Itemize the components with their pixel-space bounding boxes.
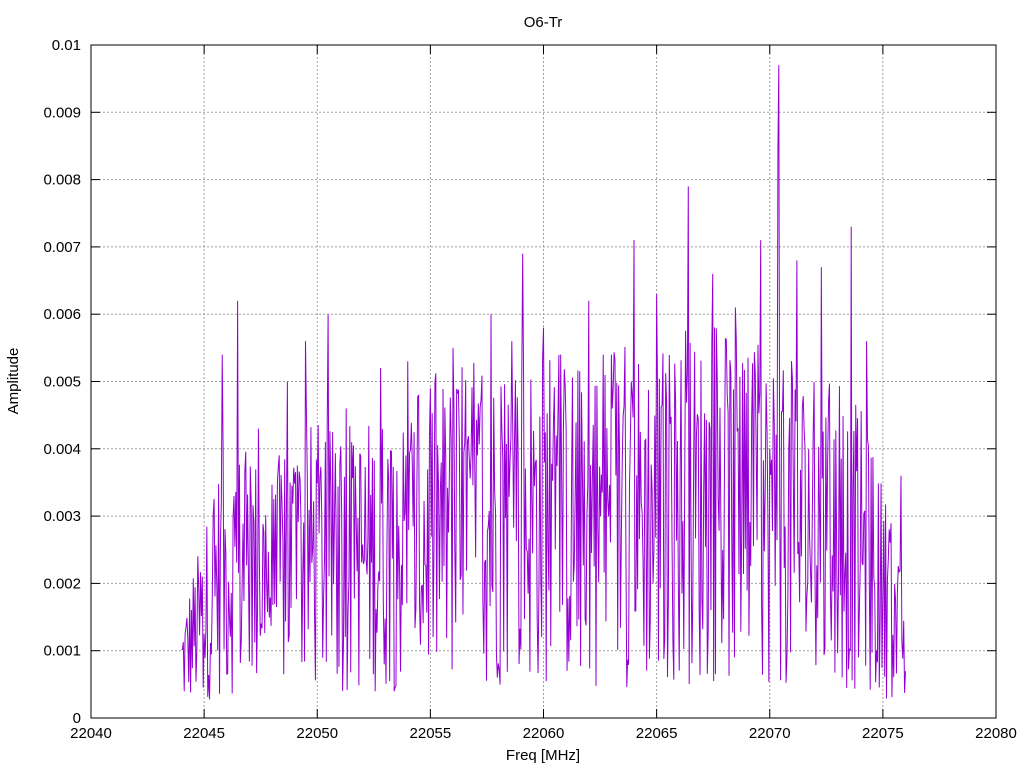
x-tick-label: 22065 bbox=[636, 725, 678, 742]
y-tick-label: 0.008 bbox=[43, 172, 81, 189]
x-axis-label: Freq [MHz] bbox=[506, 747, 580, 764]
y-tick-label: 0.01 bbox=[52, 37, 81, 54]
y-tick-label: 0.004 bbox=[43, 441, 81, 458]
x-tick-label: 22040 bbox=[70, 725, 112, 742]
plot-frame bbox=[90, 44, 997, 719]
y-axis-ticks: 0 0.001 0.002 0.003 0.004 0.005 0.006 0.007 0.00… bbox=[43, 37, 996, 727]
y-tick-label: 0.005 bbox=[43, 374, 81, 391]
x-tick-label: 22045 bbox=[183, 725, 225, 742]
grid-lines bbox=[91, 45, 996, 718]
x-axis-ticks: 22040 22045 22050 22055 22060 22065 22070 22075… bbox=[70, 45, 1017, 742]
x-tick-label: 22070 bbox=[749, 725, 791, 742]
x-tick-label: 22080 bbox=[975, 725, 1017, 742]
y-axis-label: Amplitude bbox=[5, 348, 22, 415]
y-tick-label: 0.006 bbox=[43, 306, 81, 323]
y-tick-label: 0.009 bbox=[43, 104, 81, 121]
chart-title: O6-Tr bbox=[524, 14, 563, 31]
y-tick-label: 0.003 bbox=[43, 508, 81, 525]
x-tick-label: 22050 bbox=[296, 725, 338, 742]
y-tick-label: 0.001 bbox=[43, 643, 81, 660]
series-line bbox=[181, 65, 906, 700]
y-tick-label: 0.007 bbox=[43, 239, 81, 256]
y-tick-label: 0 bbox=[73, 710, 81, 727]
y-tick-label: 0.002 bbox=[43, 575, 81, 592]
x-tick-label: 22060 bbox=[523, 725, 565, 742]
x-tick-label: 22075 bbox=[862, 725, 904, 742]
x-tick-label: 22055 bbox=[410, 725, 452, 742]
